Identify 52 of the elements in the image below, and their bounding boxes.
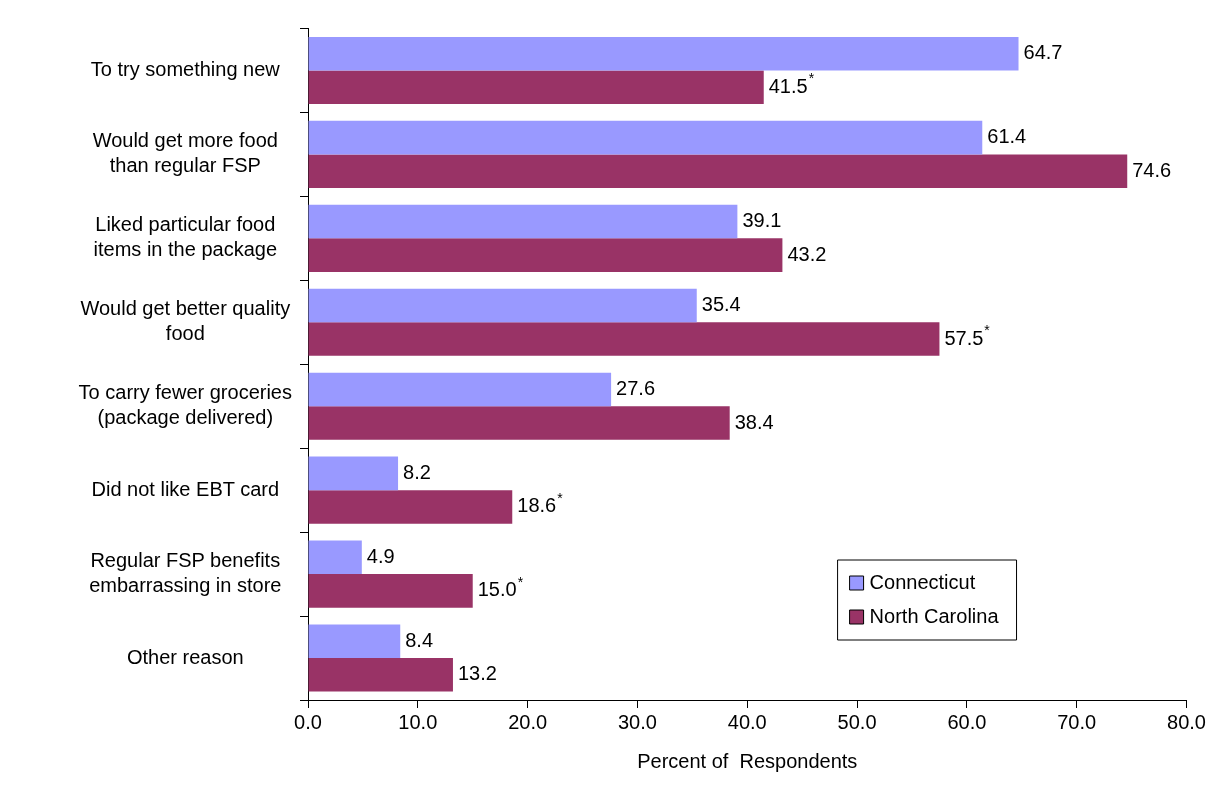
bar [308,406,730,440]
y-tick-label: Would get better quality food [80,297,291,345]
bar [308,372,612,407]
data-label: 74.6 [1132,158,1172,181]
legend-label: North Carolina [869,604,1000,627]
y-tick-label: Would get more food than regular FSP [92,129,278,177]
bar [308,658,453,692]
bar [308,540,362,575]
data-label: 38.4 [734,410,774,433]
data-label: 4.9 [366,544,395,567]
bar [308,288,697,323]
bar [308,490,513,524]
bar [308,624,401,659]
x-tick-label: 30.0 [617,710,657,733]
data-label: 27.6 [616,376,656,399]
data-label: 8.2 [403,460,431,483]
bar [308,154,1128,188]
y-tick-label: To carry fewer groceries (package delivered) [78,381,292,429]
legend-label: Connecticut [869,570,976,593]
bar [308,456,399,491]
data-label: 15.0* [477,573,524,601]
y-tick-label: Regular FSP benefits embarrassing in store [89,549,282,597]
y-tick-label: To try something new [90,57,281,80]
data-label: 39.1 [742,209,782,232]
bar [308,322,940,356]
data-label: 35.4 [701,293,741,316]
bar [308,70,764,105]
bar [308,574,473,608]
x-tick-label: 60.0 [947,710,987,733]
bar [308,238,783,272]
bar [308,120,983,155]
y-tick-label: Other reason [126,645,244,668]
bar [308,204,738,239]
y-tick-label: Did not like EBT card [91,477,280,500]
x-tick-label: 0.0 [294,710,322,733]
x-axis-title: Percent of Respondents [637,749,858,772]
x-tick-label: 70.0 [1057,710,1097,733]
data-label: 8.4 [405,628,434,651]
data-label: 41.5* [768,70,815,97]
data-label: 43.2 [787,242,827,265]
x-tick-label: 20.0 [508,710,548,733]
x-tick-label: 40.0 [727,710,767,733]
data-label: 57.5* [944,321,991,349]
x-tick-label: 50.0 [837,710,877,733]
data-label: 61.4 [987,125,1027,148]
y-tick-label: Liked particular food items in the package [93,213,278,261]
data-label: 64.7 [1023,41,1063,64]
data-label: 18.6* [517,489,564,517]
x-tick-label: 80.0 [1167,710,1207,733]
x-tick-label: 10.0 [398,710,438,733]
data-label: 13.2 [457,662,497,685]
bar [308,36,1019,71]
